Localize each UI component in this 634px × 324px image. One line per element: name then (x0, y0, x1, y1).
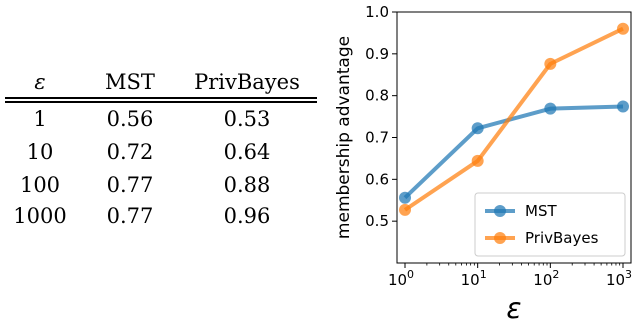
x-tick-label: 100 (388, 268, 414, 289)
table-header-privbayes: PrivBayes (194, 70, 300, 94)
table-cell: 0.88 (223, 173, 271, 197)
table-cell: 1000 (13, 204, 67, 228)
data-point-mst (399, 191, 411, 204)
membership-advantage-chart: 0.5 0.6 0.7 0.8 0.9 1.0 100 101 102 103 membership… (334, 3, 632, 324)
table-rule-bottom (5, 101, 317, 103)
x-tick-label: 101 (461, 268, 487, 289)
table-cell: 0.53 (223, 107, 271, 131)
x-tick-label: 103 (606, 268, 632, 289)
y-tick-label: 0.8 (365, 87, 389, 105)
table-cell: 0.96 (223, 204, 271, 228)
data-point-privbayes (471, 154, 484, 167)
x-tick-label: 102 (533, 268, 559, 289)
table-cell: 0.77 (106, 173, 154, 197)
series-line-privbayes (403, 26, 624, 212)
y-axis-label: membership advantage (334, 36, 354, 239)
table-header-epsilon: ε (34, 70, 46, 94)
table-cell: 0.72 (106, 140, 154, 164)
chart-legend: MST PrivBayes (474, 192, 626, 257)
legend-label-mst: MST (525, 202, 557, 220)
data-point-mst (617, 100, 629, 113)
legend-label-privbayes: PrivBayes (525, 229, 599, 247)
y-tick-label: 0.9 (365, 45, 389, 63)
legend-marker-mst (494, 205, 506, 217)
table-rule-top (5, 97, 317, 99)
table-cell: 100 (19, 173, 61, 197)
y-tick-label: 1.0 (365, 3, 389, 21)
table-cell: 0.56 (106, 107, 154, 131)
data-point-privbayes (544, 57, 557, 70)
table-cell: 0.64 (223, 140, 271, 164)
results-table: ε MST PrivBayes 1 0.56 0.53 10 0.72 0.64… (5, 70, 317, 228)
data-point-mst (471, 122, 484, 135)
chart-series (399, 22, 629, 216)
data-point-mst (544, 102, 557, 115)
table-cell: 0.77 (106, 204, 154, 228)
series-line-mst (403, 104, 624, 200)
legend-marker-privbayes (494, 232, 506, 244)
table-cell: 10 (26, 140, 54, 164)
data-point-privbayes (617, 22, 629, 35)
table-cell: 1 (33, 107, 47, 131)
y-tick-label: 0.6 (365, 170, 389, 188)
table-header-mst: MST (105, 70, 155, 94)
x-axis-label: ε (506, 292, 521, 324)
y-tick-label: 0.5 (365, 212, 389, 230)
legend-box (474, 192, 626, 257)
y-tick-label: 0.7 (365, 129, 389, 147)
data-point-privbayes (399, 203, 411, 216)
